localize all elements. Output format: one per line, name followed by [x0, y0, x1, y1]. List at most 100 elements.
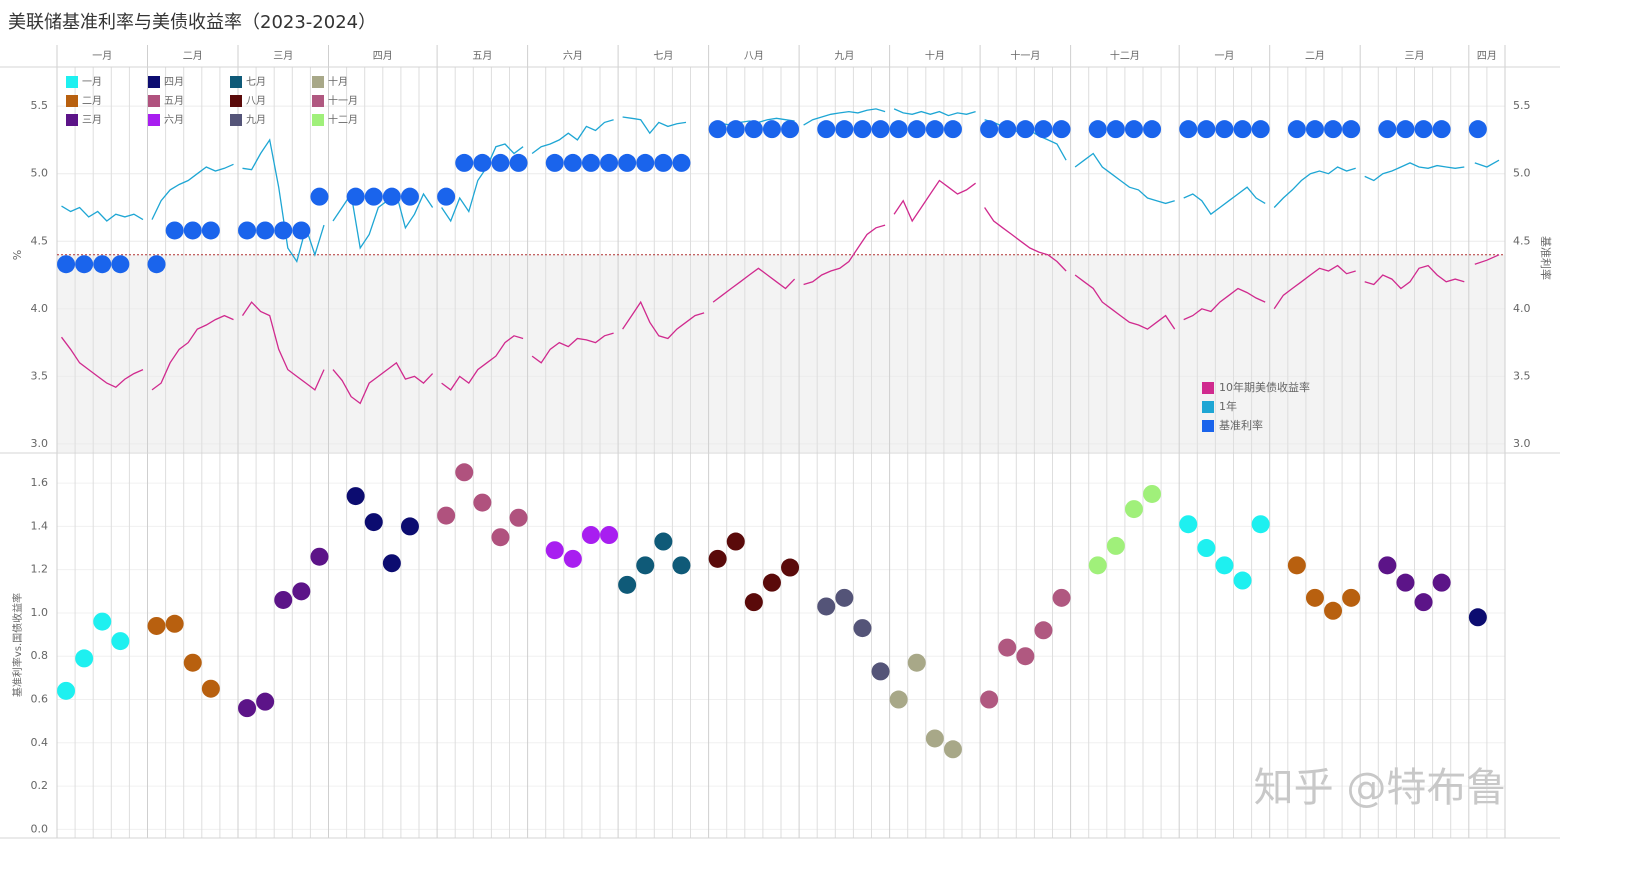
spread-dot	[473, 493, 492, 512]
rate-dot	[853, 120, 872, 139]
y-tick-label: 1.2	[31, 563, 49, 576]
month-label: 七月	[653, 50, 673, 62]
spread-dot	[545, 541, 564, 560]
rate-dot	[292, 221, 311, 240]
spread-dot	[726, 532, 745, 551]
rate-dot	[57, 255, 76, 274]
legend-swatch	[230, 95, 242, 107]
rate-dot	[509, 153, 528, 172]
rate-dot	[310, 187, 329, 206]
watermark: 知乎 @特布鲁	[1254, 765, 1507, 811]
legend-label: 六月	[164, 114, 184, 126]
legend-label: 十一月	[328, 94, 358, 107]
y2-tick-label: 5.5	[1513, 99, 1531, 112]
month-label: 四月	[373, 50, 393, 62]
rate-dot	[781, 120, 800, 139]
rate-dot	[980, 120, 999, 139]
legend-label: 八月	[246, 95, 266, 107]
rate-dot	[111, 255, 130, 274]
rate-dot	[473, 153, 492, 172]
legend-label: 四月	[164, 76, 184, 88]
y-tick-label: 0.4	[31, 736, 49, 749]
spread-dot	[1251, 515, 1270, 534]
spread-dot	[980, 690, 999, 709]
rate-dot	[817, 120, 836, 139]
y-axis-title: 基准利率vs.国债收益率	[11, 593, 24, 697]
legend-label: 七月	[246, 76, 266, 88]
legend-label: 一月	[82, 76, 102, 88]
rate-dot	[636, 153, 655, 172]
spread-dot	[817, 597, 836, 616]
spread-dot	[636, 556, 655, 575]
month-label: 三月	[273, 50, 293, 62]
spread-dot	[835, 588, 854, 607]
rate-dot	[1088, 120, 1107, 139]
rate-dot	[1342, 120, 1361, 139]
month-label: 六月	[563, 50, 583, 62]
rate-dot	[672, 153, 691, 172]
rate-dot	[1197, 120, 1216, 139]
spread-dot	[165, 614, 184, 633]
legend-swatch	[312, 114, 324, 126]
series-line	[1273, 166, 1356, 208]
series-line	[531, 332, 614, 364]
y-tick-label: 3.5	[31, 369, 49, 382]
spread-dot	[1396, 573, 1415, 592]
month-label: 二月	[1305, 50, 1325, 62]
spread-dot	[1342, 588, 1361, 607]
legend-swatch	[66, 114, 78, 126]
rate-dot	[1106, 120, 1125, 139]
spread-dot	[1179, 515, 1198, 534]
spread-dot	[618, 575, 637, 594]
rate-dot	[744, 120, 763, 139]
spread-dot	[925, 729, 944, 748]
legend-swatch	[148, 76, 160, 88]
spread-dot	[509, 508, 528, 527]
rate-dot	[400, 187, 419, 206]
rate-dot	[1215, 120, 1234, 139]
series-line	[1183, 186, 1266, 216]
series-line	[893, 108, 976, 117]
spread-dot	[310, 547, 329, 566]
y-tick-label: 0.8	[31, 649, 49, 662]
spread-dot	[437, 506, 456, 525]
spread-dot	[75, 649, 94, 668]
spread-dot	[1143, 484, 1162, 503]
rate-dot	[1016, 120, 1035, 139]
series-line	[151, 314, 234, 391]
rate-dot	[238, 221, 257, 240]
spread-dot	[1215, 556, 1234, 575]
spread-dot	[455, 463, 474, 482]
spread-dot	[1016, 647, 1035, 666]
rate-dot	[183, 221, 202, 240]
rate-dot	[491, 153, 510, 172]
spread-dot	[400, 517, 419, 536]
series-line	[151, 163, 234, 220]
y-tick-label: 1.0	[31, 606, 49, 619]
spread-dot	[147, 616, 166, 635]
rate-dot	[1124, 120, 1143, 139]
series-line	[60, 336, 144, 388]
spread-dot	[1052, 588, 1071, 607]
legend-label: 五月	[164, 95, 184, 107]
legend-swatch	[312, 76, 324, 88]
series-line	[1273, 264, 1356, 310]
rate-dot	[889, 120, 908, 139]
legend-label: 10年期美债收益率	[1219, 380, 1310, 394]
spread-dot	[292, 582, 311, 601]
rate-dot	[762, 120, 781, 139]
y-tick-label: 1.4	[31, 519, 49, 532]
rate-dot	[165, 221, 184, 240]
legend-swatch	[1202, 382, 1214, 394]
rate-dot	[1378, 120, 1397, 139]
rate-dot	[925, 120, 944, 139]
series-line	[1183, 287, 1266, 321]
spread-dot	[762, 573, 781, 592]
rate-dot	[618, 153, 637, 172]
legend-swatch	[230, 76, 242, 88]
rate-dot	[708, 120, 727, 139]
month-label: 十一月	[1010, 49, 1040, 62]
rate-dot	[871, 120, 890, 139]
legend-swatch	[66, 95, 78, 107]
